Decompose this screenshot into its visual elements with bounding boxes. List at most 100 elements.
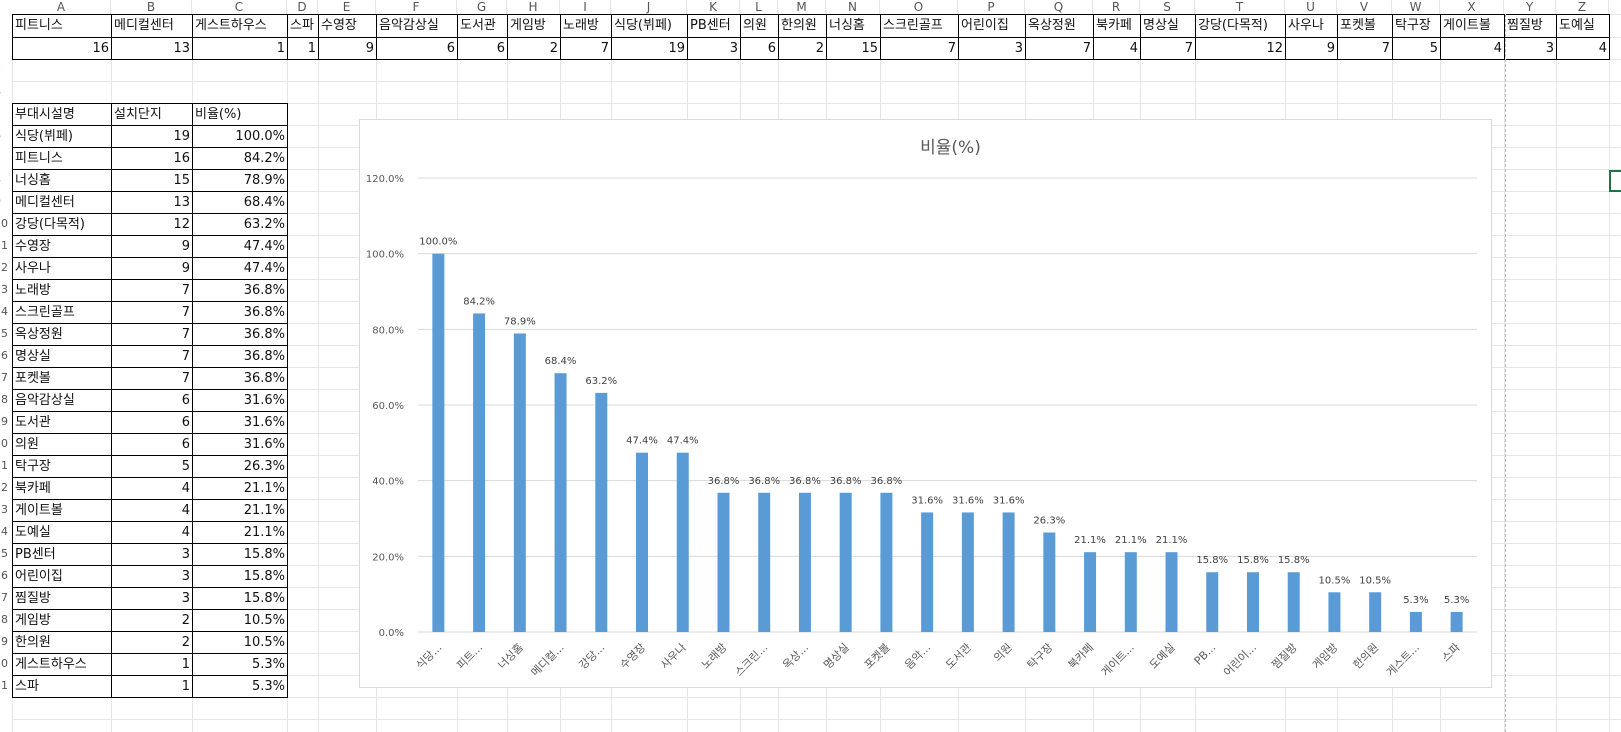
column-header[interactable]: Q [1025, 0, 1093, 14]
value-cell[interactable]: 7 [1337, 37, 1393, 60]
table-cell[interactable]: 36.8% [192, 279, 288, 302]
header-cell[interactable]: 게스트하우스 [192, 14, 288, 38]
row-number[interactable]: 13 [0, 283, 8, 296]
column-header[interactable]: O [880, 0, 958, 14]
table-cell[interactable]: 13 [111, 191, 193, 214]
row-number[interactable]: 30 [0, 657, 8, 670]
row-number[interactable]: 5 [0, 103, 12, 125]
table-cell[interactable]: 7 [111, 301, 193, 324]
table-cell[interactable]: 4 [111, 477, 193, 500]
header-cell[interactable]: 도서관 [457, 14, 508, 38]
column-header[interactable]: J [611, 0, 687, 14]
column-header[interactable]: A [12, 0, 111, 14]
row-number[interactable]: 31 [0, 679, 8, 692]
header-cell[interactable]: 어린이집 [958, 14, 1026, 38]
table-cell[interactable]: 78.9% [192, 169, 288, 192]
table-cell[interactable]: 10.5% [192, 631, 288, 654]
table-cell[interactable]: 19 [111, 125, 193, 148]
value-cell[interactable]: 19 [611, 37, 688, 60]
table-cell[interactable]: 게임방 [12, 609, 112, 632]
header-cell[interactable]: 탁구장 [1392, 14, 1441, 38]
row-number[interactable]: 22 [0, 481, 8, 494]
table-cell[interactable]: 16 [111, 147, 193, 170]
table-cell[interactable]: 31.6% [192, 389, 288, 412]
row-number[interactable]: 7 [0, 147, 12, 169]
table-cell[interactable]: 4 [111, 499, 193, 522]
bar-chart[interactable]: 비율(%) 0.0% 20.0% 40.0% 60.0% 80.0% 100.0% 120.0… [359, 119, 1492, 688]
header-cell[interactable]: 게임방 [507, 14, 561, 38]
column-header[interactable]: I [560, 0, 611, 14]
header-cell[interactable]: 식당(뷔페) [611, 14, 688, 38]
row-number[interactable]: 6 [0, 125, 12, 147]
value-cell[interactable]: 6 [740, 37, 779, 60]
table-cell[interactable]: 21.1% [192, 499, 288, 522]
header-cell[interactable]: 노래방 [560, 14, 612, 38]
table-cell[interactable]: 36.8% [192, 345, 288, 368]
table-cell[interactable]: 3 [111, 565, 193, 588]
value-cell[interactable]: 4 [1440, 37, 1505, 60]
row-number[interactable]: 28 [0, 613, 8, 626]
row-number[interactable]: 27 [0, 591, 8, 604]
value-cell[interactable]: 6 [376, 37, 458, 60]
column-header[interactable]: V [1337, 0, 1392, 14]
row-number[interactable]: 29 [0, 635, 8, 648]
header-cell[interactable]: PB센터 [687, 14, 741, 38]
column-header[interactable]: T [1195, 0, 1285, 14]
row-number[interactable]: 17 [0, 371, 8, 384]
table-cell[interactable]: 스크린골프 [12, 301, 112, 324]
table-cell[interactable]: 의원 [12, 433, 112, 456]
column-header[interactable]: G [457, 0, 507, 14]
row-number[interactable]: 11 [0, 239, 8, 252]
column-header[interactable]: K [687, 0, 740, 14]
table-cell[interactable]: 도예실 [12, 521, 112, 544]
table-cell[interactable]: 36.8% [192, 367, 288, 390]
table-cell[interactable]: 1 [111, 675, 193, 698]
table-cell[interactable]: 게스트하우스 [12, 653, 112, 676]
row-number[interactable]: 9 [0, 191, 12, 213]
table-cell[interactable]: 노래방 [12, 279, 112, 302]
value-cell[interactable]: 7 [1025, 37, 1094, 60]
header-cell[interactable]: 사우나 [1285, 14, 1338, 38]
row-number[interactable]: 25 [0, 547, 8, 560]
row-number[interactable]: 20 [0, 437, 8, 450]
table-cell[interactable]: 3 [111, 543, 193, 566]
row-number[interactable]: 19 [0, 415, 8, 428]
table-cell[interactable]: 36.8% [192, 323, 288, 346]
header-cell[interactable]: 메디컬센터 [111, 14, 193, 38]
value-cell[interactable]: 6 [457, 37, 508, 60]
table-cell[interactable]: 음악감상실 [12, 389, 112, 412]
table-cell[interactable]: 1 [111, 653, 193, 676]
table-cell[interactable]: 3 [111, 587, 193, 610]
table-cell[interactable]: 26.3% [192, 455, 288, 478]
row-number[interactable]: 18 [0, 393, 8, 406]
header-cell[interactable]: 게이트볼 [1440, 14, 1505, 38]
value-cell[interactable]: 4 [1556, 37, 1610, 60]
table-cell[interactable]: 9 [111, 235, 193, 258]
table-cell[interactable]: 7 [111, 345, 193, 368]
table-cell[interactable]: 북카페 [12, 477, 112, 500]
value-cell[interactable]: 16 [12, 37, 112, 60]
table-cell[interactable]: 포켓볼 [12, 367, 112, 390]
header-cell[interactable]: 수영장 [318, 14, 377, 38]
value-cell[interactable]: 1 [287, 37, 319, 60]
table-cell[interactable]: 스파 [12, 675, 112, 698]
header-cell[interactable]: 찜질방 [1504, 14, 1557, 38]
table-cell[interactable]: 식당(뷔페) [12, 125, 112, 148]
table-cell[interactable]: 4 [111, 521, 193, 544]
column-header[interactable]: H [507, 0, 560, 14]
header-cell[interactable]: 음악감상실 [376, 14, 458, 38]
table-cell[interactable]: 7 [111, 367, 193, 390]
header-cell[interactable]: 북카페 [1093, 14, 1141, 38]
row-number[interactable]: 21 [0, 459, 8, 472]
table-cell[interactable]: 메디컬센터 [12, 191, 112, 214]
table-cell[interactable]: 15.8% [192, 587, 288, 610]
value-cell[interactable]: 3 [687, 37, 741, 60]
row-number[interactable]: 2 [0, 37, 12, 59]
table-cell[interactable]: 12 [111, 213, 193, 236]
table-cell[interactable]: 84.2% [192, 147, 288, 170]
column-header[interactable]: B [111, 0, 192, 14]
table-cell[interactable]: 7 [111, 279, 193, 302]
table-cell[interactable]: 21.1% [192, 521, 288, 544]
table-cell[interactable]: 수영장 [12, 235, 112, 258]
header-cell[interactable]: 도예실 [1556, 14, 1610, 38]
